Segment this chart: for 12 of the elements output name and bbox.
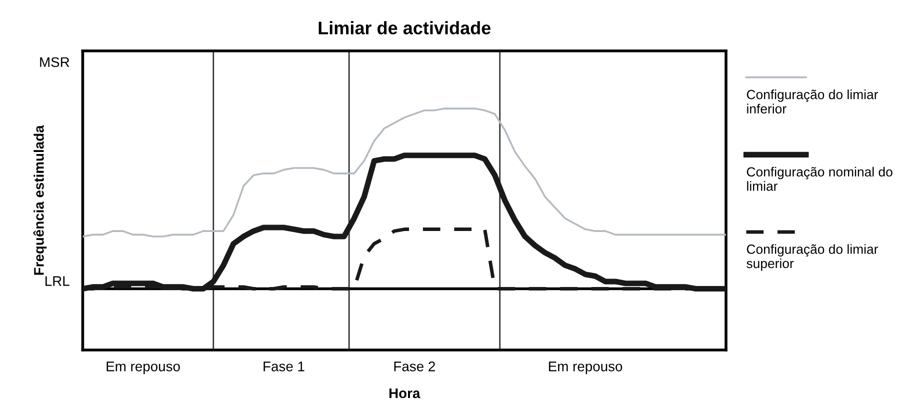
x-tick-label: Fase 2	[394, 362, 435, 372]
chart-title: Limiar de actividade	[318, 21, 491, 34]
legend-label: Configuração nominal do limiar	[746, 166, 892, 191]
x-axis-title: Hora	[389, 388, 420, 398]
x-tick-label: Fase 1	[264, 362, 304, 372]
y-axis-title: Frequência estimulada	[33, 125, 47, 275]
ref-line-label: LRL	[46, 276, 70, 286]
x-tick-label: Em repouso	[548, 362, 622, 374]
legend-label: Configuração do limiar inferior	[746, 90, 878, 114]
text: MSR	[40, 57, 70, 68]
x-tick-label: Em repouso	[106, 362, 180, 374]
legend-label: Configuração do limiar superior	[746, 244, 878, 271]
